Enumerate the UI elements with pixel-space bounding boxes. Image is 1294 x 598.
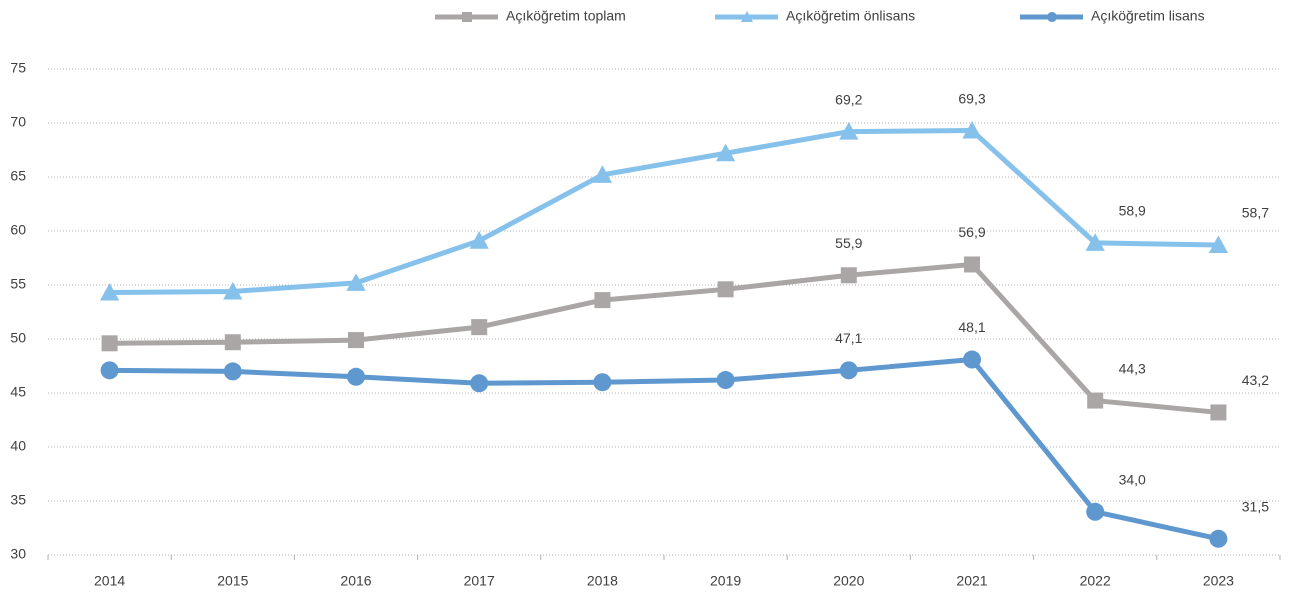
marker [100, 282, 120, 301]
data-label: 44,3 [1119, 360, 1146, 376]
marker [741, 11, 753, 22]
y-tick-label: 45 [10, 384, 26, 400]
x-tick-label: 2017 [464, 573, 495, 589]
marker [716, 143, 736, 162]
marker [964, 256, 980, 273]
x-tick-label: 2014 [94, 573, 125, 589]
marker [840, 267, 857, 284]
series-line [109, 128, 1219, 296]
marker [470, 374, 489, 393]
marker [594, 292, 611, 309]
marker [223, 281, 243, 300]
x-tick-label: 2022 [1080, 573, 1111, 589]
series-line [109, 357, 1219, 542]
data-label: 31,5 [1242, 499, 1269, 515]
data-label: 56,9 [958, 224, 985, 240]
x-tick-label: 2015 [217, 573, 248, 589]
marker [471, 319, 488, 336]
data-label: 34,0 [1119, 472, 1146, 488]
marker [346, 273, 366, 291]
x-tick-label: 2016 [340, 573, 371, 589]
y-tick-label: 60 [10, 222, 26, 238]
marker [1209, 529, 1228, 548]
marker [100, 361, 119, 380]
marker [716, 371, 735, 390]
x-tick-label: 2018 [587, 573, 618, 589]
marker [963, 350, 981, 369]
y-tick-label: 70 [10, 114, 26, 130]
y-tick-label: 40 [10, 438, 26, 454]
y-tick-label: 65 [10, 168, 26, 184]
marker [593, 373, 612, 392]
x-tick-label: 2021 [956, 573, 987, 589]
marker [224, 334, 241, 351]
marker [1047, 12, 1057, 22]
data-label: 69,2 [835, 91, 862, 107]
y-tick-label: 75 [10, 60, 26, 76]
marker [1210, 404, 1227, 421]
marker [101, 335, 118, 352]
marker [592, 165, 612, 183]
marker [1208, 235, 1228, 254]
marker [223, 362, 242, 381]
marker [839, 122, 859, 140]
marker [462, 12, 472, 22]
data-label: 58,9 [1119, 203, 1146, 219]
legend-label: Açıköğretim toplam [506, 8, 626, 24]
marker [839, 361, 858, 380]
data-label: 43,2 [1242, 372, 1269, 388]
y-tick-label: 50 [10, 330, 26, 346]
legend-label: Açıköğretim lisans [1091, 8, 1205, 24]
data-label: 47,1 [835, 330, 862, 346]
x-tick-label: 2019 [710, 573, 741, 589]
marker [469, 231, 489, 249]
marker [1085, 233, 1105, 251]
data-label: 48,1 [958, 319, 985, 335]
marker [962, 120, 982, 139]
y-tick-label: 35 [10, 492, 26, 508]
x-tick-label: 2023 [1203, 573, 1234, 589]
x-tick-label: 2020 [833, 573, 864, 589]
marker [717, 281, 734, 298]
marker [1086, 502, 1105, 521]
y-tick-label: 55 [10, 276, 26, 292]
series-line [109, 261, 1219, 415]
marker [348, 332, 364, 349]
legend-label: Açıköğretim önlisans [786, 8, 915, 24]
marker [1087, 392, 1104, 409]
data-label: 58,7 [1242, 205, 1269, 221]
y-tick-label: 30 [10, 546, 26, 562]
marker [347, 367, 365, 386]
data-label: 69,3 [958, 90, 985, 106]
data-label: 55,9 [835, 235, 862, 251]
